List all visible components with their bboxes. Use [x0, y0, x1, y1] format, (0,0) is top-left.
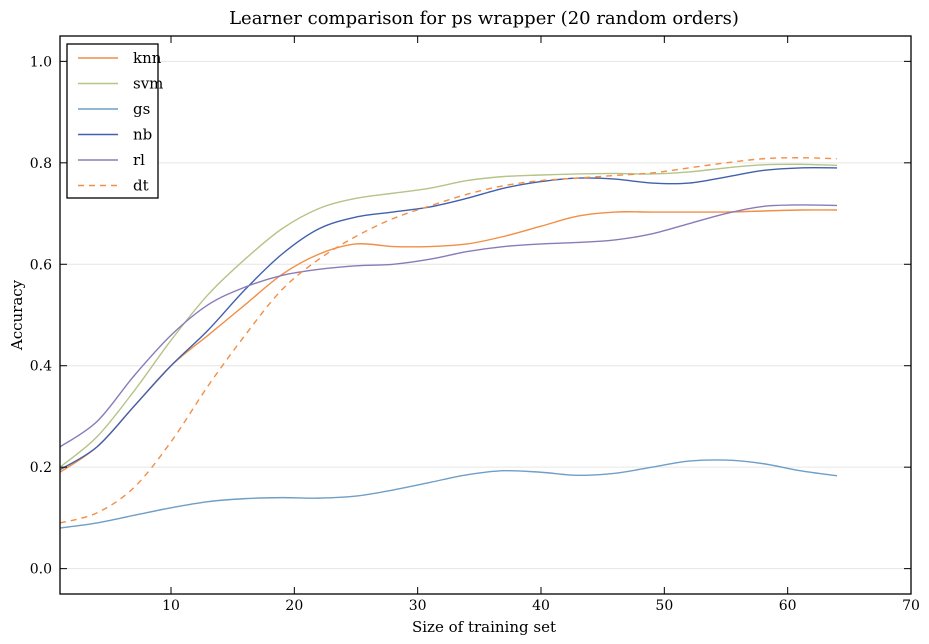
series-line-knn: [59, 209, 838, 473]
series-line-rl: [59, 204, 838, 448]
legend-label-svm: svm: [133, 75, 163, 93]
chart-title: Learner comparison for ps wrapper (20 ra…: [229, 8, 739, 29]
legend-label-dt: dt: [133, 177, 149, 195]
y-tick-label: 0.6: [30, 257, 52, 273]
x-tick-label: 40: [532, 598, 550, 614]
x-tick-label: 20: [285, 598, 303, 614]
y-tick-label: 1.0: [30, 54, 52, 70]
series-line-dt: [59, 157, 838, 524]
series-line-svm: [59, 163, 838, 468]
legend-label-nb: nb: [133, 126, 152, 144]
series-line-gs: [59, 459, 838, 529]
x-tick-label: 70: [902, 598, 920, 614]
y-axis-label: Accuracy: [8, 279, 26, 351]
series-lines: [59, 157, 838, 529]
axis-ticks: 0.0 0.2 0.4 0.6 0.8 1.0 10 20 30 40 50 60 70: [30, 36, 920, 614]
legend-label-gs: gs: [133, 100, 150, 118]
legend-label-rl: rl: [133, 151, 145, 169]
x-tick-label: 50: [655, 598, 673, 614]
legend-label-knn: knn: [133, 49, 162, 67]
x-axis-label: Size of training set: [412, 618, 556, 636]
y-tick-label: 0.2: [30, 460, 52, 476]
gridlines: [60, 60, 911, 570]
y-tick-label: 0.0: [30, 562, 52, 578]
plot-frame: [59, 35, 912, 595]
x-tick-label: 60: [779, 598, 797, 614]
x-tick-label: 30: [409, 598, 427, 614]
y-tick-label: 0.4: [30, 359, 52, 375]
legend-box: [66, 43, 159, 199]
series-line-nb: [59, 167, 838, 471]
x-tick-label: 10: [162, 598, 180, 614]
legend: knn svm gs nb rl dt: [66, 43, 163, 199]
y-tick-label: 0.8: [30, 156, 52, 172]
